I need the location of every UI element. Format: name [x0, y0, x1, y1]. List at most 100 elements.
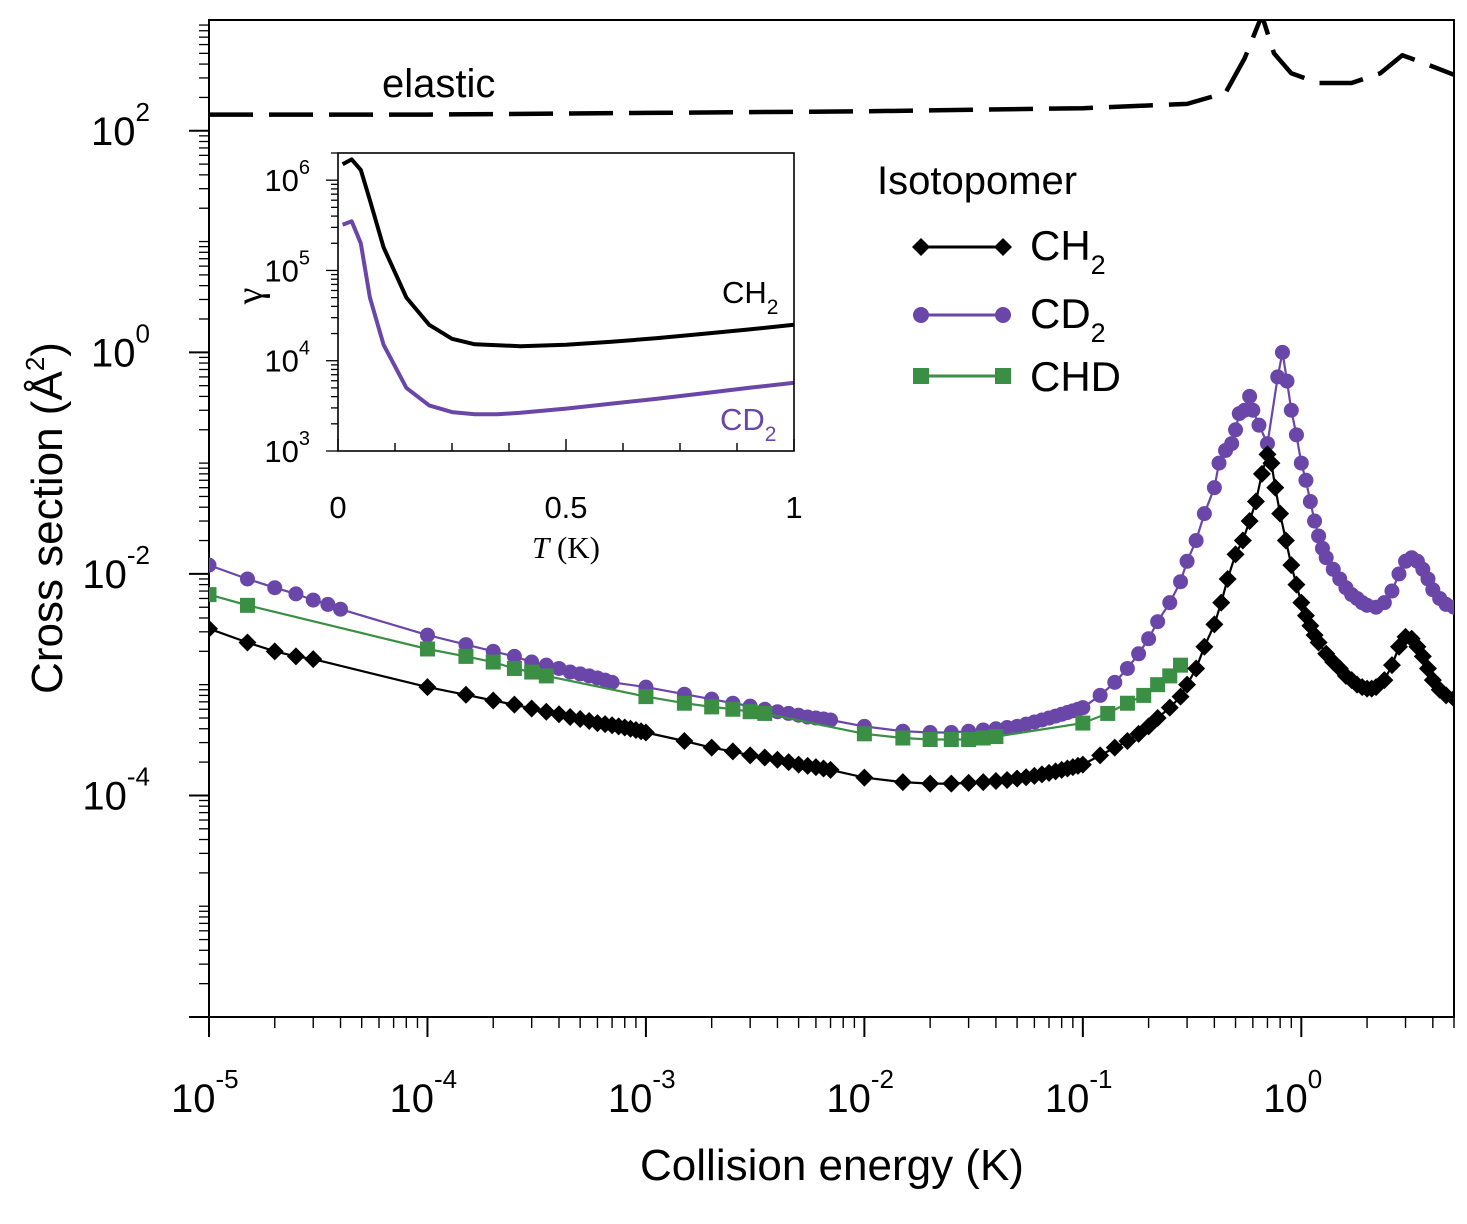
- elastic-annotation: elastic: [382, 62, 495, 106]
- data-point: [1293, 455, 1309, 471]
- data-point: [458, 648, 474, 664]
- data-point: [1376, 595, 1392, 611]
- x-tick-label: 10-2: [826, 1064, 894, 1121]
- data-point: [723, 742, 742, 761]
- inset-y-tick-label: 103: [264, 428, 310, 469]
- y-tick-label-base: 10: [82, 774, 127, 818]
- y-tick-label-base: 10: [91, 110, 136, 154]
- data-point: [1287, 575, 1306, 594]
- inset-axis-ticks: [326, 152, 795, 452]
- main-series: [209, 20, 1454, 793]
- x-tick-label: 100: [1263, 1064, 1322, 1121]
- data-point: [1446, 599, 1454, 615]
- x-tick-label-base: 10: [1045, 1077, 1090, 1121]
- data-point: [1251, 417, 1267, 433]
- data-point: [742, 704, 758, 720]
- inset-x-axis-title: T (K): [532, 530, 600, 565]
- series-line-ch2: [209, 451, 1454, 785]
- inset-y-tick-label-base: 10: [264, 163, 298, 198]
- x-axis-title: Collision energy (K): [640, 1141, 1024, 1190]
- inset-series-label-cd2-base: CD: [720, 402, 765, 437]
- data-point: [702, 738, 721, 757]
- inset-y-tick-label-exp: 3: [299, 428, 310, 450]
- data-point: [1252, 464, 1271, 483]
- data-point: [1318, 550, 1334, 566]
- y-tick-label-exp: 2: [136, 97, 150, 127]
- data-point: [537, 702, 556, 721]
- data-point: [1262, 454, 1281, 473]
- data-point: [238, 633, 257, 652]
- data-point: [1107, 674, 1123, 690]
- data-point: [1302, 494, 1318, 510]
- data-point: [333, 601, 349, 617]
- inset-y-tick-label-exp: 6: [299, 157, 310, 179]
- data-point: [1382, 656, 1401, 675]
- data-point: [456, 685, 475, 704]
- data-point: [419, 641, 435, 657]
- x-tick-label-exp: -1: [1089, 1064, 1112, 1094]
- y-axis-title: Cross section (Å2): [20, 342, 72, 694]
- legend-label-chd: CHD: [1030, 353, 1121, 400]
- inset-y-tick-label: 105: [264, 247, 310, 288]
- data-point: [988, 729, 1004, 745]
- legend-marker-cd2-right: [995, 307, 1011, 323]
- data-point: [638, 689, 654, 705]
- inset-series-line-cd2: [341, 219, 795, 417]
- data-point: [725, 701, 741, 717]
- series-line-elastic: [209, 20, 1454, 117]
- data-point: [1171, 687, 1190, 706]
- data-point: [1008, 769, 1027, 788]
- data-point: [636, 723, 655, 742]
- legend-label-cd2-base: CD: [1030, 290, 1091, 337]
- data-point: [1228, 422, 1244, 438]
- inset-y-tick-label-base: 10: [264, 253, 298, 288]
- data-point: [1131, 646, 1147, 662]
- data-point: [922, 731, 938, 747]
- y-tick-label: 10-2: [82, 540, 150, 597]
- main-plot-frame: [208, 19, 1455, 1018]
- data-point: [239, 597, 255, 613]
- x-tick-label-base: 10: [171, 1077, 216, 1121]
- data-point: [893, 773, 912, 792]
- data-point: [1195, 637, 1214, 656]
- data-point: [458, 637, 474, 653]
- y-tick-label: 102: [91, 97, 150, 154]
- y-tick-label: 10-4: [82, 761, 150, 818]
- data-point: [1075, 700, 1091, 716]
- inset-y-tick-label-base: 10: [264, 344, 298, 379]
- data-point: [986, 772, 1005, 791]
- legend-label-cd2-sub: 2: [1091, 318, 1106, 348]
- data-point: [1246, 492, 1265, 511]
- legend-marker-ch2-right: [994, 238, 1012, 256]
- data-point: [1160, 698, 1179, 717]
- inset-y-tick-label: 106: [264, 157, 310, 198]
- data-point: [505, 695, 524, 714]
- data-point: [856, 726, 872, 742]
- inset-series-label-ch2: CH2: [722, 275, 778, 319]
- data-point: [1173, 574, 1189, 590]
- inset-background: [338, 153, 794, 451]
- data-point: [1445, 689, 1454, 708]
- series-chd: [209, 587, 1189, 747]
- inset-series-label-ch2-base: CH: [722, 275, 767, 310]
- data-point: [1092, 687, 1108, 703]
- data-point: [1240, 512, 1259, 531]
- data-point: [1100, 705, 1116, 721]
- data-point: [1173, 657, 1189, 673]
- legend-marker-chd-left: [913, 368, 929, 384]
- data-point: [485, 654, 501, 670]
- data-point: [959, 773, 978, 792]
- data-point: [286, 647, 305, 666]
- legend-entry-cd2: CD2: [913, 290, 1106, 348]
- x-tick-label-base: 10: [389, 1077, 434, 1121]
- data-point: [1150, 677, 1166, 693]
- data-point: [1148, 709, 1167, 728]
- data-point: [1073, 755, 1092, 774]
- data-point: [1245, 402, 1261, 418]
- inset-x-tick-label: 1: [785, 490, 802, 525]
- legend: Isotopomer CH2 CD2 CHD: [877, 159, 1121, 400]
- data-point: [1226, 545, 1245, 564]
- inset-y-tick-label-exp: 5: [299, 247, 310, 269]
